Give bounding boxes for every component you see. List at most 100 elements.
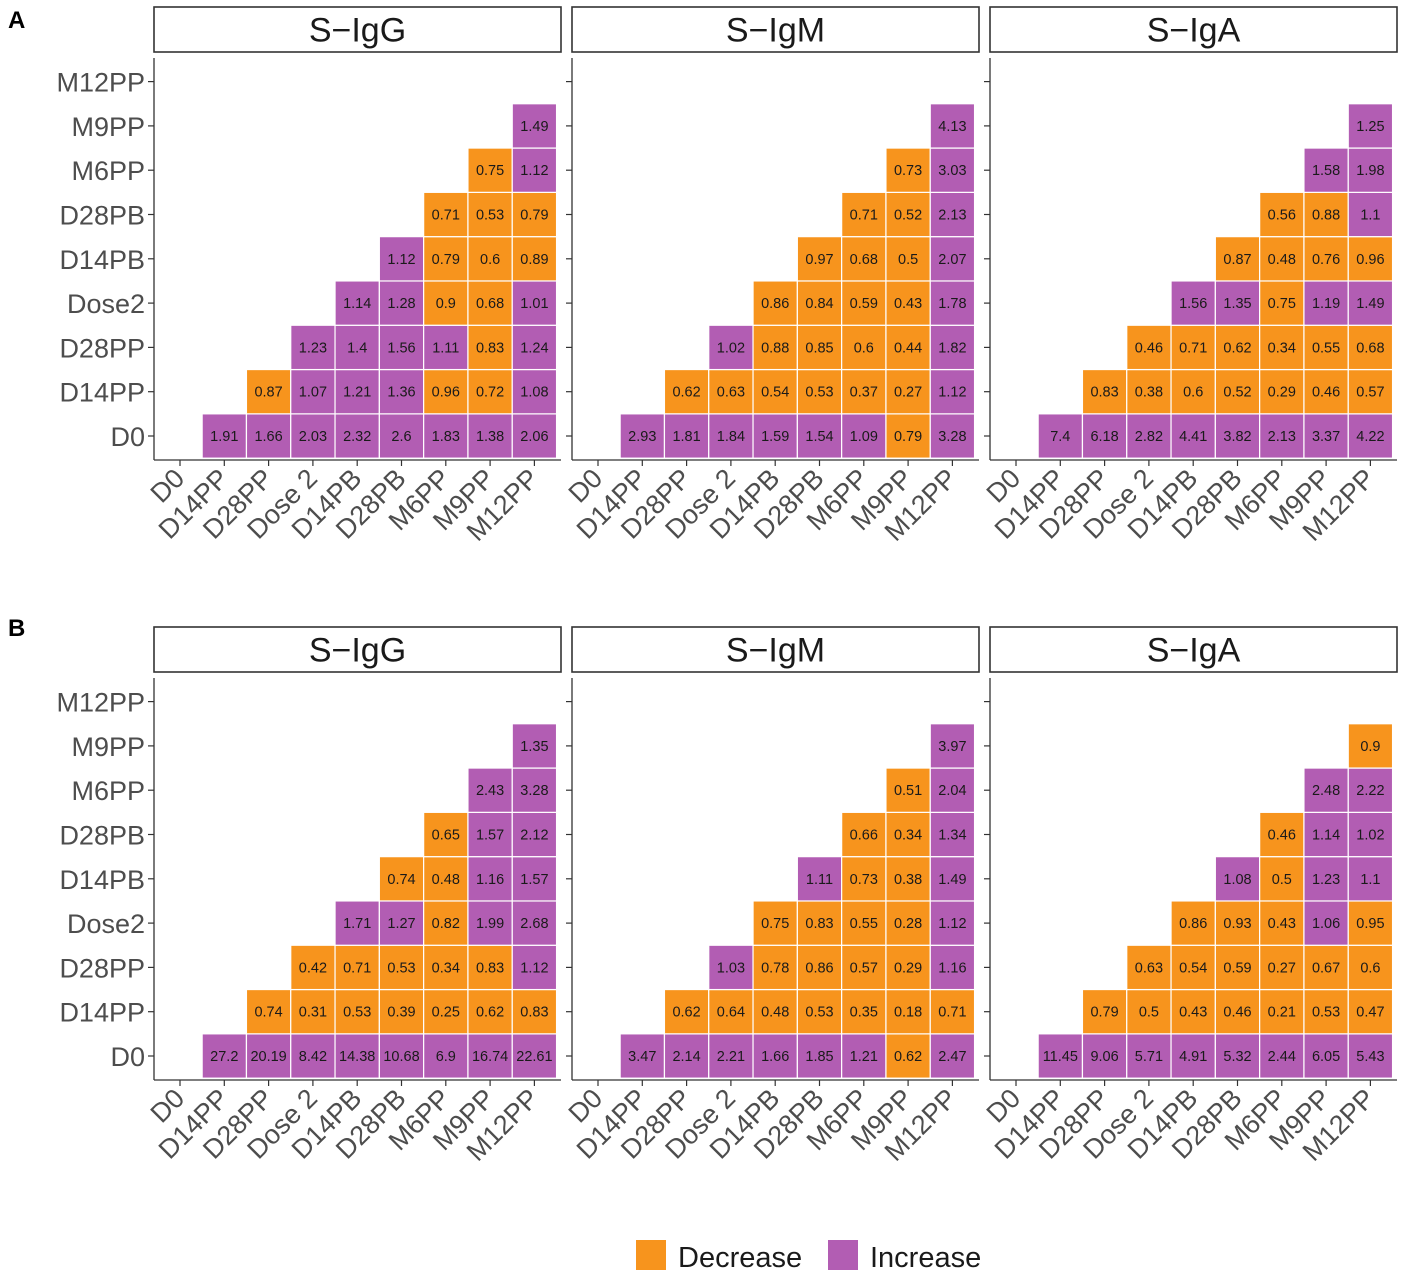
panel-b-facet-1-cell [511, 811, 558, 858]
panel-b-facet-1-cell [423, 1033, 469, 1079]
panel-a-facet-2-cell [796, 368, 843, 415]
panel-b-facet-2-cell [929, 944, 976, 991]
panel-a-facet-2-cell-label: 0.63 [717, 385, 745, 401]
panel-a-facet-3-cell-label: 0.88 [1312, 208, 1340, 224]
panel-a-facet-1-cell-label: 1.12 [520, 163, 548, 179]
panel-a-facet-1-cell-label: 1.11 [432, 340, 459, 356]
panel-a-facet-3-cell [1259, 280, 1305, 326]
panel-a-facet-1-cell-label: 0.89 [520, 252, 548, 268]
panel-b-facet-2-cell-label: 2.04 [938, 783, 966, 799]
panel-a-facet-1-cell-label: 2.03 [299, 429, 327, 445]
panel-a-facet-2-cell [752, 324, 798, 371]
panel-b-facet-2-cell [885, 811, 931, 858]
panel-b-facet-2-strip [571, 626, 980, 673]
panel-b-facet-2-cell-label: 1.03 [717, 960, 745, 976]
panel-a-facet-2-cell [841, 280, 887, 326]
panel-b-facet-3-cell-label: 1.06 [1312, 916, 1340, 932]
panel-a-facet-1-cell-label: 0.53 [476, 208, 504, 224]
panel-a-facet-3-cell-label: 0.75 [1268, 296, 1296, 312]
panel-b-facet-3-cell [1259, 811, 1305, 858]
panel-b-facet-2-cell-label: 0.75 [761, 916, 789, 932]
panel-b-facet-2-cell-label: 0.71 [938, 1005, 966, 1021]
panel-a-facet-3-cell [1214, 413, 1261, 459]
panel-a-facet-3-cell-label: 1.98 [1356, 163, 1384, 179]
panel-a-facet-1-cell-label: 1.49 [520, 119, 548, 135]
panel-b-facet-1-cell-label: 1.35 [520, 739, 548, 755]
panel-b-facet-3-cell-label: 0.21 [1268, 1005, 1296, 1021]
panel-b-facet-3-cell-label: 0.54 [1179, 960, 1207, 976]
panel-b-facet-3-cell-label: 0.5 [1139, 1005, 1159, 1021]
panel-a-facet-3-cell-label: 7.4 [1050, 429, 1070, 445]
panel-b-facet-2-cell-label: 0.29 [894, 960, 922, 976]
panel-a-facet-2-cell-label: 2.07 [938, 252, 966, 268]
panel-b-facet-3-cell-label: 0.46 [1268, 828, 1296, 844]
panel-b-facet-3-strip [989, 626, 1398, 673]
panel-a-facet-1-cell-label: 1.83 [432, 429, 460, 445]
panel-a-facet-3-cell-label: 1.1 [1360, 208, 1380, 224]
panel-b-y-tick-label: M6PP [71, 776, 145, 806]
panel-a-facet-1-cell-label: 1.56 [387, 340, 415, 356]
panel-b-facet-3-cell-label: 2.48 [1312, 783, 1340, 799]
panel-b-facet-3-cell [1347, 856, 1394, 902]
panel-a-facet-2-cell-label: 0.54 [761, 385, 789, 401]
panel-a-facet-2-cell-label: 1.09 [850, 429, 878, 445]
legend-label-increase: Increase [870, 1242, 981, 1272]
legend-swatch-increase [828, 1240, 858, 1270]
panel-a-facet-3-cell-label: 2.82 [1135, 429, 1163, 445]
panel-b-facet-3-cell-label: 5.43 [1356, 1049, 1384, 1065]
panel-a-facet-1-cell-label: 0.6 [480, 252, 500, 268]
panel-a-facet-3-strip [989, 6, 1398, 53]
panel-a-facet-1-cell-label: 0.96 [432, 385, 460, 401]
panel-a-facet-2-cell-label: 0.84 [805, 296, 833, 312]
panel-a-facet-3-cell [1259, 191, 1305, 238]
panel-a-facet-1-cell-label: 2.6 [391, 429, 411, 445]
panel-b-facet-1-cell-label: 1.27 [387, 916, 415, 932]
panel-b-y-tick-label: Dose2 [67, 909, 145, 939]
panel-b-facet-1-cell-label: 1.57 [476, 828, 504, 844]
panel-b-facet-1-cell-label: 1.16 [476, 872, 504, 888]
panel-b-facet-1-cell [467, 767, 513, 813]
panel-a-facet-3-cell [1126, 413, 1172, 459]
panel-b-facet-1-cell-label: 0.82 [432, 916, 460, 932]
panel-b-facet-3-cell [1303, 1033, 1349, 1079]
panel-b-facet-2-cell-label: 0.73 [850, 872, 878, 888]
panel-b-facet-3-cell [1347, 944, 1394, 991]
panel-a-facet-1-cell-label: 0.79 [432, 252, 460, 268]
panel-b-facet-1-cell [334, 900, 380, 946]
panel-b-y-tick-label: D28PB [59, 821, 145, 851]
panel-a-facet-3-cell-label: 1.25 [1356, 119, 1384, 135]
panel-b-facet-2-cell-label: 1.66 [761, 1049, 789, 1065]
panel-a-facet-2-cell [929, 236, 976, 282]
panel-b-facet-1-cell-label: 0.48 [432, 872, 460, 888]
panel-b-facet-2-cell [929, 1033, 976, 1079]
panel-a-facet-2-cell-label: 2.13 [938, 208, 966, 224]
panel-b-facet-2-cell-label: 0.83 [805, 916, 833, 932]
panel-b-facet-1-cell [511, 856, 558, 902]
panel-b-facet-3-cell-label: 1.02 [1356, 828, 1384, 844]
panel-a-facet-2-cell [663, 413, 710, 459]
panel-a-facet-1-cell [511, 103, 558, 149]
panel-a-facet-2-cell [885, 368, 931, 415]
panel-a-facet-2-cell-label: 0.97 [805, 252, 833, 268]
panel-b-facet-3-cell-label: 5.32 [1223, 1049, 1251, 1065]
panel-a-facet-1-cell-label: 1.28 [387, 296, 415, 312]
panel-b-facet-2-cell-label: 0.51 [894, 783, 922, 799]
panel-a-facet-3-cell-label: 0.48 [1268, 252, 1296, 268]
panel-a-facet-3-cell [1303, 191, 1349, 238]
panel-b-facet-2-cell [929, 723, 976, 769]
panel-a-facet-3-cell-label: 0.6 [1183, 385, 1203, 401]
panel-b-facet-3-cell [1347, 988, 1394, 1035]
panel-a-facet-3-cell-label: 0.76 [1312, 252, 1340, 268]
legend-label-decrease: Decrease [678, 1242, 802, 1272]
panel-b-facet-1-cell [511, 944, 558, 991]
panel-b-facet-1-cell-label: 0.65 [432, 828, 460, 844]
panel-b-facet-3-cell [1126, 1033, 1172, 1079]
panel-a-facet-3-cell-label: 4.22 [1356, 429, 1384, 445]
panel-b-facet-3-cell [1259, 856, 1305, 902]
panel-b-facet-2-cell [885, 856, 931, 902]
panel-a-facet-3-cell [1347, 147, 1394, 193]
panel-b-facet-2-cell [796, 856, 843, 902]
panel-b-facet-1-cell-label: 0.74 [254, 1005, 282, 1021]
panel-b-facet-1-cell-label: 1.12 [520, 960, 548, 976]
